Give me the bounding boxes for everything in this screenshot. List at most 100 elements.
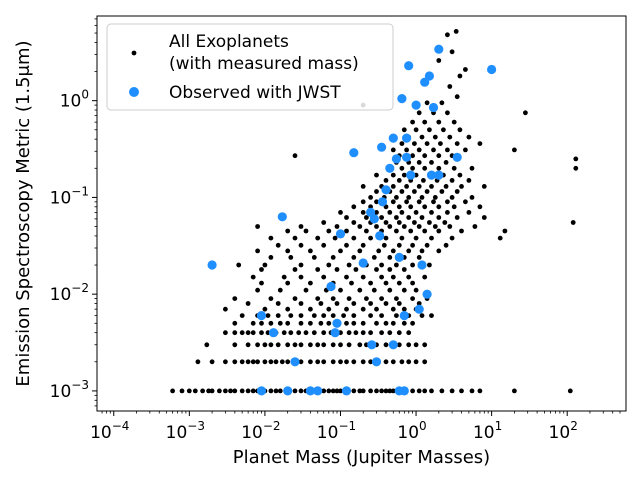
exoplanet-point [413, 287, 419, 293]
exoplanet-point [321, 342, 327, 348]
exoplanet-point [445, 147, 450, 153]
exoplanet-point [449, 195, 455, 200]
exoplanet-point [292, 153, 298, 159]
exoplanet-point [406, 359, 412, 365]
exoplanet-point [223, 388, 228, 394]
legend-label-0: All Exoplanets [169, 32, 289, 52]
exoplanet-point [192, 388, 198, 394]
exoplanet-point [394, 195, 399, 200]
exoplanet-point [311, 313, 317, 318]
exoplanet-point [387, 388, 393, 394]
exoplanet-point [351, 255, 357, 260]
exoplanet-point [273, 359, 279, 365]
jwst-point [404, 61, 414, 71]
exoplanet-point [394, 296, 399, 301]
exoplanet-point [399, 235, 405, 241]
exoplanet-point [239, 313, 245, 318]
jwst-point [371, 357, 382, 367]
legend-label-0: (with measured mass) [169, 54, 359, 74]
exoplanet-point [245, 330, 251, 336]
exoplanet-point [408, 204, 414, 210]
exoplanet-point [422, 153, 428, 159]
exoplanet-point [512, 147, 517, 153]
exoplanet-point [195, 359, 201, 365]
exoplanet-point [268, 342, 274, 348]
exoplanet-point [330, 388, 336, 394]
exoplanet-point [439, 388, 445, 394]
jwst-point [377, 197, 388, 207]
exoplanet-point [368, 330, 373, 336]
exoplanet-point [422, 342, 428, 348]
exoplanet-point [326, 306, 332, 312]
exoplanet-point [204, 342, 210, 348]
exoplanet-point [277, 388, 283, 394]
exoplanet-point [368, 313, 373, 318]
exoplanet-point [281, 274, 287, 280]
exoplanet-point [262, 342, 268, 348]
exoplanet-point [396, 280, 402, 286]
exoplanet-point [419, 248, 425, 254]
x-tick-label: 10−4 [90, 419, 129, 443]
exoplanet-point [445, 32, 450, 38]
exoplanet-point [351, 313, 357, 318]
exoplanet-point [368, 388, 373, 394]
exoplanet-point [223, 359, 228, 365]
exoplanet-point [442, 220, 448, 225]
exoplanet-point [321, 242, 327, 248]
exoplanet-point [383, 320, 389, 326]
exoplanet-point [360, 306, 366, 312]
exoplanet-point [288, 255, 294, 260]
exoplanet-point [275, 313, 281, 318]
jwst-point [487, 64, 497, 75]
exoplanet-point [374, 210, 379, 215]
exoplanet-point [401, 127, 407, 133]
exoplanet-point [436, 228, 442, 234]
exoplanet-point [431, 147, 436, 153]
exoplanet-point [570, 220, 576, 225]
exoplanet-point [326, 320, 332, 326]
jwst-point [268, 328, 279, 338]
exoplanet-point [459, 184, 464, 189]
exoplanet-point [424, 141, 430, 147]
jwst-point [385, 163, 395, 173]
exoplanet-point [351, 204, 357, 210]
exoplanet-point [315, 267, 321, 272]
exoplanet-point [298, 313, 304, 318]
exoplanet-point [396, 178, 402, 183]
exoplanet-point [410, 320, 415, 326]
exoplanet-point [285, 320, 291, 326]
exoplanet-point [315, 235, 321, 241]
exoplanet-point [379, 313, 384, 318]
exoplanet-point [523, 110, 528, 116]
exoplanet-point [349, 280, 354, 286]
legend: All Exoplanets(with measured mass) Observ… [106, 23, 394, 111]
exoplanet-point [422, 165, 428, 171]
exoplanet-point [390, 359, 396, 365]
exoplanet-point [390, 184, 396, 189]
exoplanet-point [381, 242, 387, 248]
exoplanet-point [429, 388, 434, 394]
exoplanet-point [259, 267, 264, 272]
exoplanet-point [308, 248, 313, 254]
jwst-point [375, 231, 385, 241]
exoplanet-point [292, 342, 298, 348]
exoplanet-point [454, 94, 460, 100]
exoplanet-point [209, 359, 215, 365]
exoplanet-point [346, 330, 352, 336]
exoplanet-point [396, 242, 402, 248]
jwst-point [388, 133, 398, 143]
y-tick-label: 100 [60, 88, 89, 112]
jwst-point [366, 207, 376, 217]
exoplanet-point [326, 388, 332, 394]
exoplanet-point [268, 255, 274, 260]
exoplanet-point [321, 388, 327, 394]
exoplanet-point [410, 153, 415, 159]
exoplanet-point [406, 274, 412, 280]
exoplanet-point [311, 330, 317, 336]
exoplanet-point [275, 242, 281, 248]
exoplanet-point [351, 301, 357, 306]
exoplanet-point [308, 306, 313, 312]
exoplanet-point [255, 287, 260, 293]
legend-marker-0 [131, 50, 137, 56]
jwst-point [358, 258, 368, 268]
